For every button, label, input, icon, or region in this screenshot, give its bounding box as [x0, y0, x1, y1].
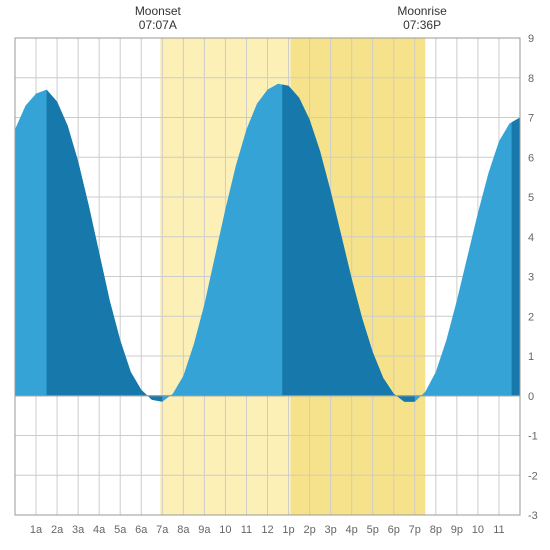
svg-text:6p: 6p — [388, 524, 400, 536]
svg-text:5: 5 — [528, 192, 534, 204]
svg-text:2: 2 — [528, 311, 534, 323]
moonrise-annotation: Moonrise 07:36P — [397, 4, 446, 33]
moonset-label: Moonset — [135, 4, 181, 18]
svg-text:4a: 4a — [93, 524, 106, 536]
svg-text:12: 12 — [261, 524, 273, 536]
svg-text:11: 11 — [493, 524, 504, 536]
moonrise-label: Moonrise — [397, 4, 446, 18]
moonset-time: 07:07A — [135, 18, 181, 32]
svg-text:7p: 7p — [409, 524, 421, 536]
svg-text:4p: 4p — [346, 524, 358, 536]
moonset-annotation: Moonset 07:07A — [135, 4, 181, 33]
svg-text:3: 3 — [528, 272, 534, 284]
svg-text:9p: 9p — [451, 524, 463, 536]
svg-text:10: 10 — [219, 524, 231, 536]
svg-text:3p: 3p — [325, 524, 337, 536]
svg-text:0: 0 — [528, 391, 534, 403]
svg-text:5a: 5a — [114, 524, 127, 536]
svg-text:3a: 3a — [72, 524, 85, 536]
chart-svg: -3-2-101234567891a2a3a4a5a6a7a8a9a101112… — [0, 0, 550, 550]
svg-text:1p: 1p — [282, 524, 294, 536]
svg-text:1a: 1a — [30, 524, 43, 536]
svg-text:4: 4 — [528, 232, 534, 244]
svg-text:8p: 8p — [430, 524, 442, 536]
svg-text:8: 8 — [528, 73, 534, 85]
svg-text:9a: 9a — [198, 524, 211, 536]
svg-text:7a: 7a — [156, 524, 169, 536]
svg-text:-2: -2 — [528, 470, 538, 482]
svg-text:7: 7 — [528, 113, 534, 125]
svg-text:6: 6 — [528, 152, 534, 164]
svg-text:10: 10 — [472, 524, 484, 536]
svg-text:1: 1 — [528, 351, 534, 363]
svg-text:2a: 2a — [51, 524, 64, 536]
svg-text:2p: 2p — [303, 524, 315, 536]
svg-text:5p: 5p — [367, 524, 379, 536]
svg-text:-1: -1 — [528, 431, 538, 443]
svg-text:6a: 6a — [135, 524, 148, 536]
svg-text:8a: 8a — [177, 524, 190, 536]
svg-text:11: 11 — [241, 524, 252, 536]
svg-text:-3: -3 — [528, 510, 538, 522]
tide-chart: { "chart": { "type": "area", "width": 55… — [0, 0, 550, 550]
svg-text:9: 9 — [528, 33, 534, 45]
moonrise-time: 07:36P — [397, 18, 446, 32]
